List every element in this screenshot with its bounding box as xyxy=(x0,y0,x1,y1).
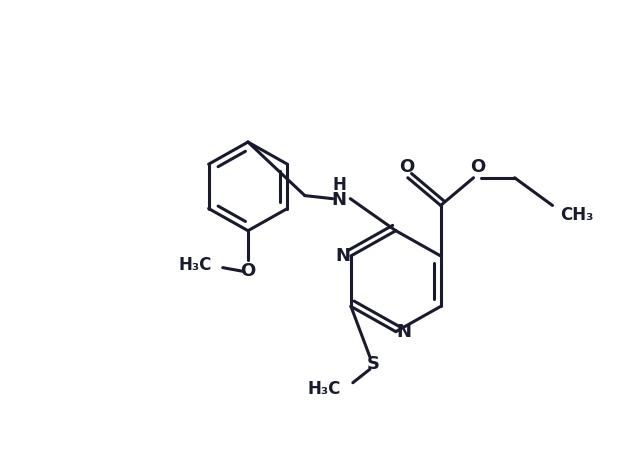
Text: O: O xyxy=(470,157,485,176)
Text: O: O xyxy=(241,262,255,280)
Text: N: N xyxy=(396,322,411,341)
Text: O: O xyxy=(399,157,414,176)
Text: N: N xyxy=(336,247,351,265)
Text: S: S xyxy=(367,355,380,373)
Text: CH₃: CH₃ xyxy=(560,206,593,224)
Text: H₃C: H₃C xyxy=(179,256,212,274)
Text: N: N xyxy=(332,191,346,209)
Text: H: H xyxy=(332,176,346,194)
Text: H₃C: H₃C xyxy=(307,380,340,398)
